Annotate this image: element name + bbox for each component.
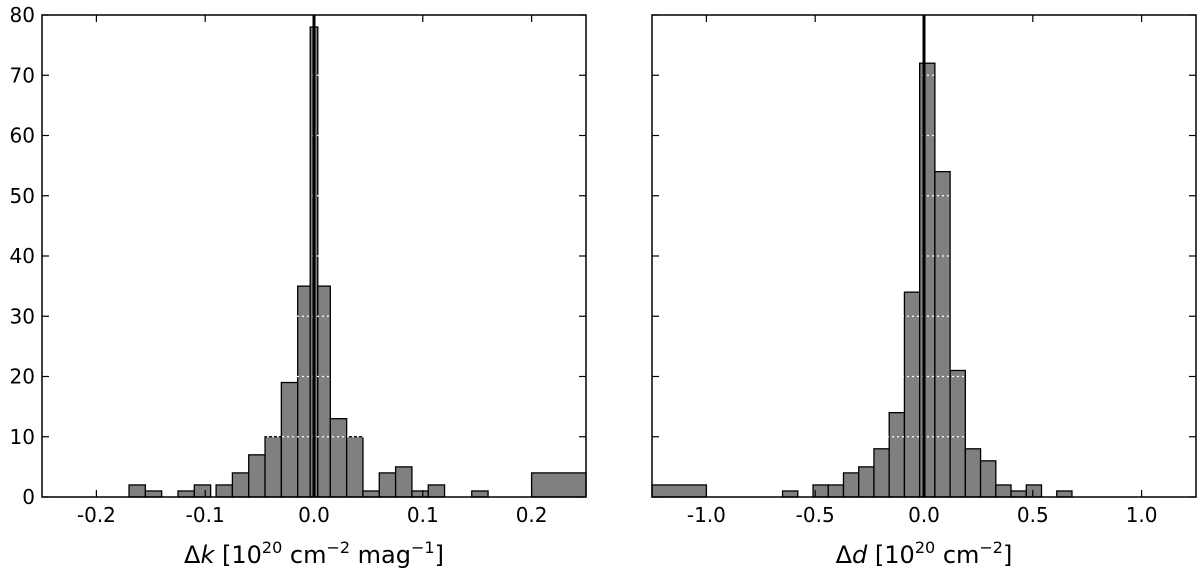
x-tick-label: 0.0 [298, 503, 330, 527]
histogram-bar [378, 472, 397, 498]
y-tick-label: 20 [10, 365, 35, 389]
histogram-bar [411, 490, 429, 498]
x-tick-label: -1.0 [687, 503, 726, 527]
histogram-bar [345, 436, 364, 498]
histogram-bar [280, 381, 299, 498]
histogram-bar [888, 411, 906, 498]
histogram-bar [317, 285, 331, 498]
histogram-bar [1025, 484, 1043, 498]
histogram-bar [248, 454, 266, 498]
histogram-bar [781, 490, 799, 498]
histogram-bar [842, 472, 860, 498]
histogram-bar [827, 484, 845, 498]
x-tick-label: -0.2 [77, 503, 116, 527]
histogram-bar [964, 448, 982, 498]
left-x-axis-label: Δk [1020 cm−2 mag−1] [184, 538, 444, 569]
right-x-axis-label: Δd [1020 cm−2] [836, 538, 1013, 569]
histogram-bar [264, 436, 283, 498]
histogram-bar [949, 369, 966, 498]
histogram-bar [1056, 490, 1073, 498]
histogram-bar [394, 466, 413, 498]
x-tick-label: 0.2 [516, 503, 548, 527]
histogram-bar [651, 484, 708, 498]
histogram-bar [858, 466, 875, 498]
x-tick-label: -0.5 [796, 503, 835, 527]
x-tick-label: 0.5 [1017, 503, 1049, 527]
histogram-bar [530, 472, 587, 498]
y-tick-label: 80 [10, 3, 35, 27]
histogram-bar [362, 490, 380, 498]
histogram-bar [1010, 490, 1027, 498]
y-tick-label: 0 [22, 485, 35, 509]
x-tick-label: -0.1 [186, 503, 225, 527]
left-histogram-panel: 0 10 20 30 40 50 60 70 80 -0.2 -0.1 0.0 0.1 0.2 [10, 3, 587, 527]
histogram-bar [177, 490, 195, 498]
x-tick-label: 0.0 [908, 503, 940, 527]
histogram-bar [329, 418, 348, 498]
histogram-bar [215, 484, 234, 498]
histogram-bar [918, 62, 936, 498]
histogram-bar [427, 484, 446, 498]
histogram-bar [903, 291, 921, 498]
histogram-bar [471, 490, 489, 498]
y-tick-label: 70 [10, 63, 35, 87]
y-tick-label: 50 [10, 184, 35, 208]
histogram-bar [144, 490, 163, 498]
right-histogram-panel: -1.0 -0.5 0.0 0.5 1.0 [651, 14, 1197, 527]
histogram-bar [193, 484, 212, 498]
histogram-bar [979, 460, 997, 498]
y-tick-label: 60 [10, 124, 35, 148]
histogram-bar [995, 484, 1012, 498]
histogram-bar [128, 484, 147, 498]
histogram-bar [934, 170, 951, 498]
histogram-bar [231, 472, 250, 498]
y-tick-label: 40 [10, 244, 35, 268]
histogram-bar [297, 285, 311, 498]
y-tick-label: 10 [10, 425, 35, 449]
x-tick-label: 0.1 [407, 503, 439, 527]
x-tick-label: 1.0 [1126, 503, 1158, 527]
y-tick-label: 30 [10, 304, 35, 328]
histogram-bar [873, 448, 890, 498]
